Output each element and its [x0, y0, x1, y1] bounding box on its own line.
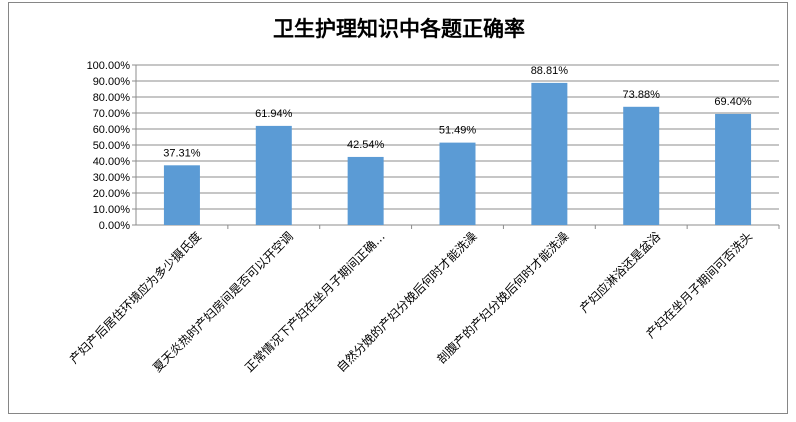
category-labels: 产妇产后居住环境应为多少摄氏度夏天炎热时产妇房间是否可以开空调正常情况下产妇在坐…	[66, 229, 755, 375]
bars	[163, 82, 752, 226]
y-tick-label: 30.00%	[93, 172, 131, 184]
category-label: 夏天炎热时产妇房间是否可以开空调	[150, 229, 296, 375]
y-tick-label: 90.00%	[93, 76, 131, 88]
bar-chart: 0.00% 10.00% 20.00% 30.00% 40.00% 50.00% 60.00…	[66, 60, 780, 375]
bar	[531, 82, 568, 226]
bar	[439, 142, 476, 225]
y-tick-label: 80.00%	[93, 92, 131, 104]
data-labels: 37.31% 61.94% 42.54% 51.49% 88.81% 73.88% 69.4…	[163, 65, 752, 159]
bar	[715, 113, 752, 225]
y-axis-ticks: 0.00% 10.00% 20.00% 30.00% 40.00% 50.00% 60.00…	[87, 60, 131, 232]
y-tick-label: 10.00%	[93, 204, 131, 216]
data-label: 69.40%	[714, 96, 752, 108]
bar	[623, 106, 660, 225]
data-label: 73.88%	[623, 89, 661, 101]
y-tick-label: 50.00%	[93, 140, 131, 152]
chart-frame: 卫生护理知识中各题正确率 0.00% 10.00% 20.00% 30.00% 40.0…	[8, 2, 788, 414]
y-tick-label: 100.00%	[87, 60, 131, 72]
data-label: 61.94%	[255, 108, 293, 120]
bar	[163, 165, 200, 225]
y-tick-label: 60.00%	[93, 124, 131, 136]
y-tick-label: 70.00%	[93, 108, 131, 120]
category-label: 自然分娩的产妇分娩后何时才能洗澡	[333, 229, 479, 375]
bar	[255, 125, 292, 225]
data-label: 37.31%	[163, 147, 201, 159]
data-label: 51.49%	[439, 125, 477, 137]
y-tick-label: 40.00%	[93, 156, 131, 168]
data-label: 42.54%	[347, 139, 385, 151]
y-tick-label: 0.00%	[99, 220, 130, 232]
y-tick-label: 20.00%	[93, 188, 131, 200]
category-label: 产妇应淋浴还是盆浴	[576, 229, 663, 316]
bar	[347, 156, 384, 225]
data-label: 88.81%	[531, 65, 569, 77]
category-label: 产妇在坐月子期间可否洗头	[643, 229, 755, 341]
chart-title: 卫生护理知识中各题正确率	[273, 16, 525, 41]
